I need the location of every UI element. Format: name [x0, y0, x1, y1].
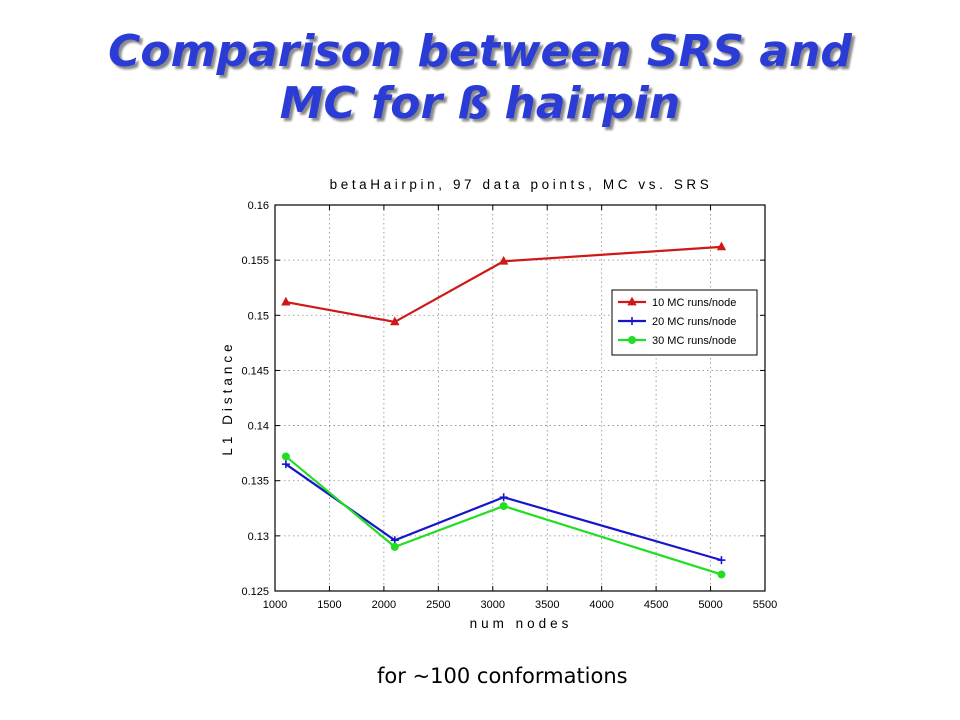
y-tick-label: 0.135 [241, 476, 269, 488]
tick-layer: 1000 1500 2000 2500 3000 3500 4000 4500 5000 5500… [241, 200, 777, 611]
data-point [499, 493, 508, 502]
data-point [390, 542, 399, 551]
x-tick-label: 5000 [698, 599, 722, 611]
series-layer [281, 241, 727, 579]
data-point [281, 452, 290, 461]
y-tick-label: 0.15 [248, 310, 269, 322]
legend-marker [627, 296, 637, 306]
legend-label: 10 MC runs/node [652, 297, 736, 309]
slide-title-line-1: Comparison between SRS and [108, 26, 852, 77]
legend-label: 20 MC runs/node [652, 316, 736, 328]
data-point [390, 316, 400, 326]
legend-label: 30 MC runs/node [652, 335, 736, 347]
x-tick-label: 1500 [317, 599, 341, 611]
legend-box [611, 289, 758, 356]
data-point [281, 460, 290, 469]
x-tick-label: 5500 [753, 599, 777, 611]
plot-frame [274, 204, 766, 592]
x-tick-label: 1000 [263, 599, 287, 611]
legend: 10 MC runs/node 20 MC runs/node 30 MC runs… [611, 289, 758, 356]
legend-marker [628, 336, 636, 344]
series-2 [281, 460, 726, 565]
x-tick-label: 2000 [372, 599, 396, 611]
series-1 [281, 241, 727, 326]
legend-marker [628, 317, 636, 325]
series-line [285, 455, 722, 576]
x-tick-label: 3000 [481, 599, 505, 611]
slide-title: Comparison between SRS and MC for ß hair… [0, 26, 960, 130]
data-point [716, 241, 727, 251]
y-tick-label: 0.16 [248, 200, 269, 212]
data-point [717, 556, 726, 565]
y-tick-label: 0.125 [241, 586, 269, 598]
series-line [285, 245, 722, 324]
y-axis-label: L1 Distance [220, 340, 235, 455]
x-axis-label: num nodes [470, 616, 573, 631]
grid-layer [275, 205, 765, 591]
y-tick-label: 0.13 [248, 531, 269, 543]
data-point [717, 570, 726, 579]
slide-title-line-2: MC for ß hairpin [279, 78, 681, 129]
data-point [281, 296, 291, 306]
y-tick-label: 0.14 [248, 421, 269, 433]
footnote: for ~100 conformations [377, 664, 628, 688]
x-tick-label: 4500 [644, 599, 668, 611]
chart-title: betaHairpin, 97 data points, MC vs. SRS [330, 177, 713, 192]
x-tick-label: 4000 [589, 599, 613, 611]
x-tick-label: 2500 [426, 599, 450, 611]
data-point [498, 255, 509, 265]
y-tick-label: 0.145 [241, 365, 269, 377]
y-tick-label: 0.155 [241, 255, 269, 267]
data-point [499, 502, 508, 511]
series-3 [281, 452, 726, 579]
x-tick-label: 3500 [535, 599, 559, 611]
